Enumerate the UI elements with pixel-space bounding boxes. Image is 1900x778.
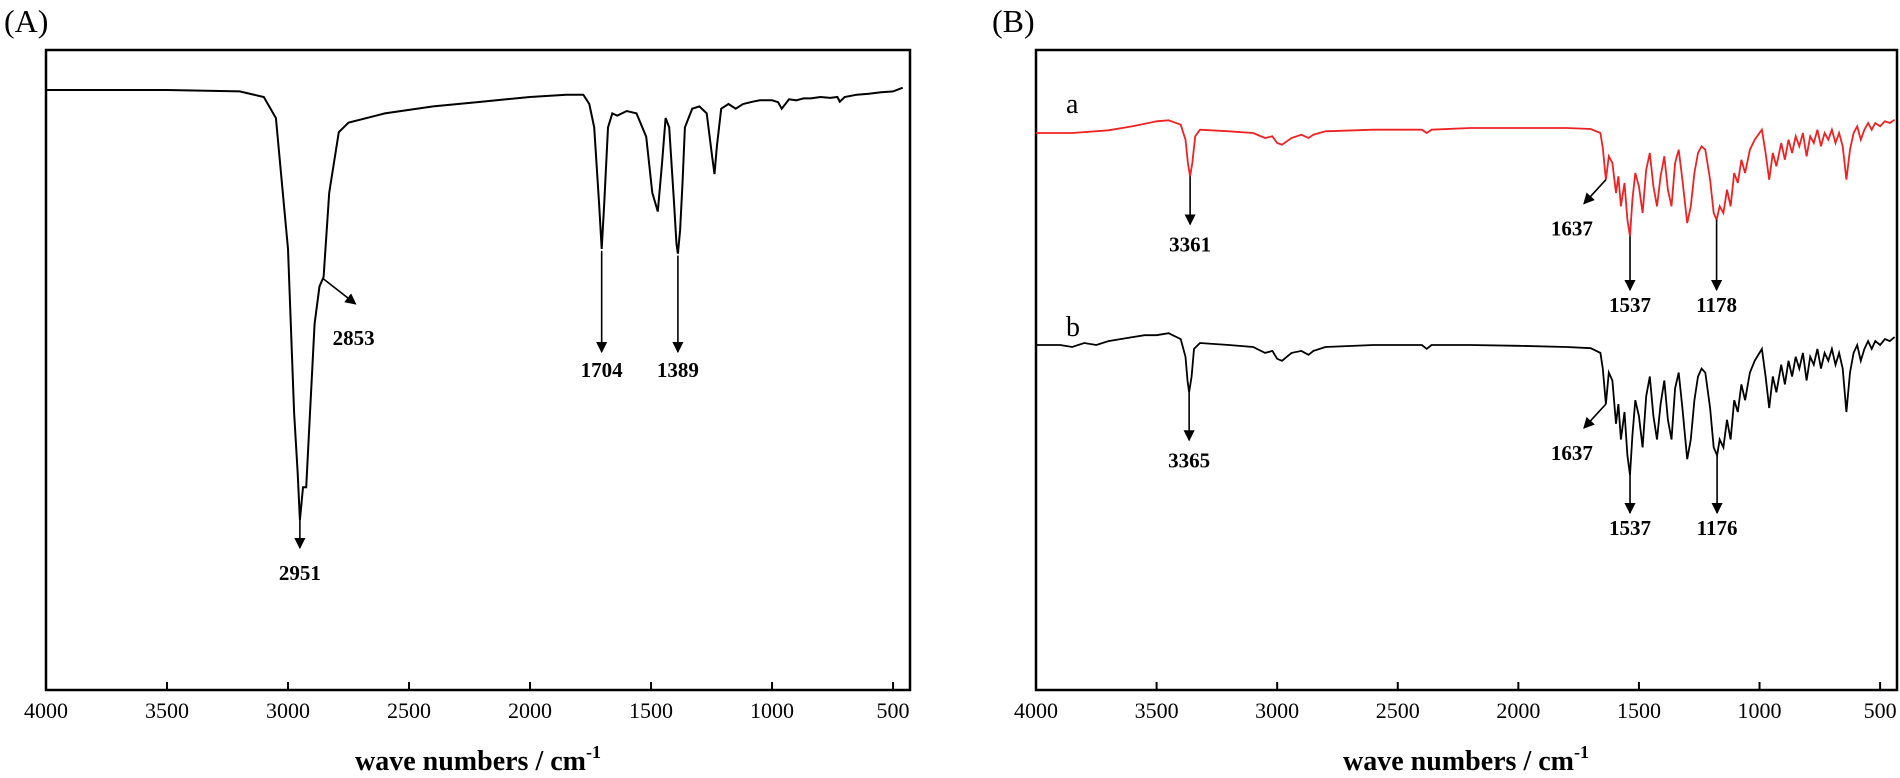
peak-label: 1389: [657, 358, 699, 382]
panel-b-x-axis-label-text: wave numbers / cm: [1343, 746, 1574, 777]
peak-label: 3365: [1168, 448, 1210, 472]
panel-b-x-axis-label: wave numbers / cm-1: [1343, 742, 1589, 777]
peak-label: 3361: [1169, 232, 1211, 256]
panel-a-x-axis-label-text: wave numbers / cm: [355, 746, 586, 777]
panel-a-x-tick-label: 1500: [629, 698, 673, 723]
panel-b: (B) 4000 3500 3000 2500 2000 1500 1000 500 ab 3…: [992, 3, 1899, 777]
peak-label: 1637: [1551, 441, 1593, 465]
panel-a-x-tick-label: 3500: [145, 698, 189, 723]
panel-a-x-axis-label-superscript: -1: [586, 742, 601, 762]
panel-a: (A) 4000 3500 3000 2500 2000 1500 1000 500 2951…: [4, 3, 912, 777]
panel-a-series: [46, 86, 904, 521]
panel-a-x-tick-label: 4000: [24, 698, 68, 723]
panel-b-series: ab: [1036, 89, 1896, 476]
panel-b-x-tick-label: 3500: [1135, 698, 1179, 723]
panel-a-x-axis: 4000 3500 3000 2500 2000 1500 1000 500: [24, 682, 910, 723]
peak-label: 1176: [1697, 516, 1738, 540]
panel-a-series-line: [46, 86, 904, 521]
panel-b-x-tick-label: 1000: [1738, 698, 1782, 723]
panel-b-x-axis: 4000 3500 3000 2500 2000 1500 1000 500: [1014, 682, 1897, 723]
panel-b-series-b-label: b: [1066, 312, 1080, 343]
peak-arrow: [1583, 403, 1607, 429]
peak-label: 2951: [279, 561, 321, 585]
panel-b-series-a-line: [1036, 118, 1896, 237]
panel-a-x-tick-label: 500: [877, 698, 910, 723]
panel-a-x-tick-label: 1000: [750, 698, 794, 723]
panel-a-x-axis-label: wave numbers / cm-1: [355, 742, 601, 777]
panel-a-x-tick-label: 3000: [266, 698, 310, 723]
panel-a-annotations: 2951 2853 1704 1389: [279, 250, 699, 585]
panel-b-label: (B): [992, 3, 1035, 39]
peak-arrow: [323, 278, 357, 305]
peak-label: 1178: [1696, 293, 1737, 317]
panel-b-x-tick-label: 1500: [1617, 698, 1661, 723]
peak-label: 1637: [1551, 217, 1593, 241]
peak-label: 2853: [333, 326, 375, 350]
panel-b-series-b-line: [1036, 332, 1896, 476]
peak-label: 1537: [1609, 516, 1651, 540]
peak-arrow: [1583, 179, 1607, 205]
panel-a-x-tick-label: 2500: [387, 698, 431, 723]
panel-b-x-tick-label: 500: [1864, 698, 1897, 723]
panel-b-x-tick-label: 4000: [1014, 698, 1058, 723]
panel-b-frame: [1034, 48, 1899, 692]
panel-b-x-tick-label: 2500: [1376, 698, 1420, 723]
panel-b-series-a-label: a: [1066, 89, 1079, 120]
panel-a-label: (A): [4, 3, 48, 39]
panel-a-x-tick-label: 2000: [508, 698, 552, 723]
panel-b-annotations: 3361 1637 1537 1178 3365 1637 1537 1176: [1168, 176, 1738, 540]
peak-label: 1537: [1609, 293, 1651, 317]
panel-b-x-tick-label: 2000: [1496, 698, 1540, 723]
panel-b-x-tick-label: 3000: [1255, 698, 1299, 723]
panel-b-x-axis-label-superscript: -1: [1574, 742, 1589, 762]
peak-label: 1704: [581, 358, 624, 382]
panel-a-frame: [44, 48, 912, 692]
